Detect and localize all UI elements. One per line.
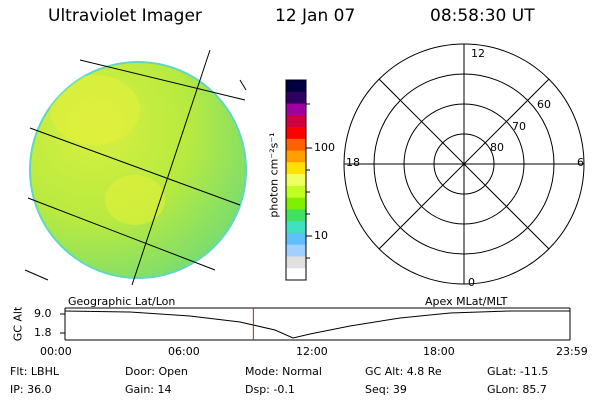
time-tick: 18:00 [423, 345, 455, 358]
mode-info: Mode: Normal [245, 365, 322, 378]
colorbar-segment [286, 103, 306, 116]
colorbar-segment [286, 150, 306, 163]
filter-info: Flt: LBHL [10, 365, 59, 378]
colorbar-tick-100: 100 [314, 141, 335, 154]
date-label: 12 Jan 07 [275, 6, 356, 26]
apex-label: Apex MLat/MLT [425, 295, 508, 308]
colorbar-segment [286, 91, 306, 105]
instrument-title: Ultraviolet Imager [48, 6, 202, 26]
altitude-curve [64, 310, 570, 339]
colorbar-segment [286, 209, 306, 222]
colorbar-segment [286, 127, 306, 140]
geographic-label: Geographic Lat/Lon [68, 295, 176, 308]
time-tick: 12:00 [296, 345, 328, 358]
colorbar-segment [286, 256, 306, 269]
glon-info: GLon: 85.7 [487, 383, 547, 396]
colorbar [285, 79, 312, 281]
mlt-6-label: 6 [577, 156, 584, 169]
time-tick: 00:00 [40, 345, 72, 358]
mlt-18-label: 18 [346, 156, 360, 169]
ip-info: IP: 36.0 [10, 383, 52, 396]
gc-alt-info: GC Alt: 4.8 Re [365, 365, 442, 378]
time-tick: 06:00 [168, 345, 200, 358]
y-top-label: 9.0 [34, 307, 52, 320]
y-bottom-label: 1.8 [34, 326, 52, 339]
dsp-info: Dsp: -0.1 [245, 383, 295, 396]
colorbar-segment [286, 185, 306, 199]
geographic-grid [24, 49, 247, 286]
lat-80-label: 80 [490, 141, 504, 154]
mlt-12-label: 12 [471, 47, 485, 60]
colorbar-segment [286, 174, 306, 187]
lat-60-label: 60 [537, 98, 551, 111]
glat-info: GLat: -11.5 [487, 365, 549, 378]
earth-disk-image [29, 61, 247, 279]
colorbar-segment [286, 162, 306, 175]
door-info: Door: Open [125, 365, 188, 378]
colorbar-segment [286, 138, 306, 152]
colorbar-segment [286, 221, 306, 234]
time-tick: 23:59 [556, 345, 588, 358]
mlt-0-label: 0 [468, 276, 475, 289]
gc-alt-axis-label: GC Alt [11, 306, 25, 342]
time-label: 08:58:30 UT [430, 6, 535, 26]
colorbar-segment [286, 197, 306, 210]
seq-info: Seq: 39 [365, 383, 407, 396]
gain-info: Gain: 14 [125, 383, 172, 396]
colorbar-segment [286, 80, 306, 93]
colorbar-unit-label: photon cm⁻²s⁻¹ [267, 132, 281, 218]
colorbar-segment [286, 115, 306, 128]
lat-70-label: 70 [512, 120, 526, 133]
timeline-panel [60, 307, 571, 341]
colorbar-segment [286, 244, 306, 257]
colorbar-segment [286, 232, 306, 246]
polar-plot [343, 43, 585, 285]
colorbar-segment [286, 268, 306, 281]
colorbar-tick-10: 10 [314, 229, 328, 242]
